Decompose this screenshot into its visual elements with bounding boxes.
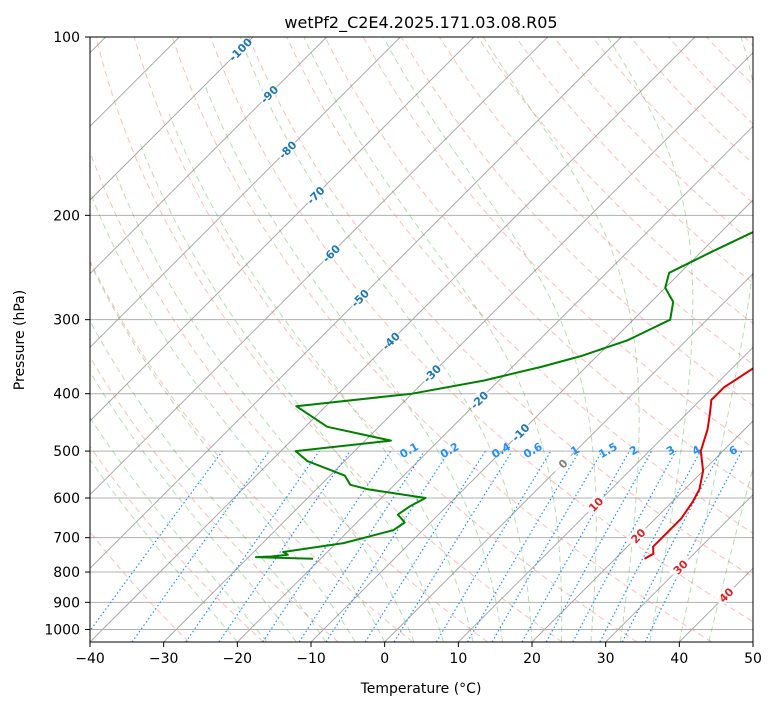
moist-adiabat-line: [90, 416, 268, 642]
isotherm-label-bg: [507, 419, 532, 444]
y-tick-label: 200: [53, 208, 80, 224]
isotherm-line: [90, 37, 475, 422]
isotherm-label-bg: [378, 328, 403, 353]
moist-adiabat-line: [90, 261, 356, 642]
y-tick-label: 400: [53, 387, 80, 403]
dry-adiabat-line: [515, 37, 753, 284]
chart-title: wetPf2_C2E4.2025.171.03.08.R05: [284, 13, 557, 33]
x-tick-label: −10: [296, 651, 326, 667]
y-axis: 100 200 300 400 500 600 700 800 900 1000: [44, 30, 90, 638]
moist-adiabat-line: [114, 173, 415, 642]
mixing-ratio-line: [545, 450, 653, 642]
isotherm-label-bg: [419, 360, 444, 385]
y-tick-label: 800: [53, 565, 80, 581]
y-tick-label: 100: [53, 30, 80, 46]
y-tick-label: 900: [53, 595, 80, 611]
dry-adiabat-line: [171, 37, 712, 642]
dry-adiabat-line: [324, 37, 753, 491]
x-tick-label: 40: [670, 651, 688, 667]
isotherm-line: [384, 272, 753, 642]
dry-adiabat-line: [90, 259, 414, 642]
dry-adiabat-line: [286, 37, 753, 534]
moist-adiabat-line: [382, 37, 597, 642]
moist-adiabat-line: [303, 37, 563, 642]
dewpoint-profile-line: [254, 231, 753, 560]
mixing-ratio-line: [90, 450, 223, 632]
x-axis: −40 −30 −20 −10 0 10 20 30 40 50: [75, 642, 762, 667]
y-tick-label: 1000: [44, 622, 80, 638]
x-tick-label: 50: [744, 651, 762, 667]
isotherm-line: [90, 37, 622, 570]
isotherm-line: [90, 37, 401, 349]
mixing-ratio-line: [393, 450, 513, 642]
isotherm-label-bg: [713, 582, 738, 607]
mixing-ratio-line: [218, 450, 351, 642]
y-axis-label: Pressure (hPa): [12, 290, 28, 390]
isotherm-label-bg: [667, 554, 692, 579]
moist-adiabat-line: [90, 370, 297, 642]
x-tick-label: −40: [75, 651, 105, 667]
isotherm-label-bg: [318, 240, 343, 265]
moist-adiabat-line: [138, 141, 445, 642]
mixing-ratio-line: [262, 450, 392, 642]
x-tick-label: 10: [449, 651, 467, 667]
isotherm-label-bg: [274, 137, 299, 162]
isotherm-line: [605, 493, 753, 642]
dry-adiabat-line: [90, 356, 339, 642]
moist-adiabat-line: [90, 195, 386, 642]
y-tick-label: 300: [53, 313, 80, 329]
dry-adiabat-line: [133, 37, 638, 642]
moist-adiabat-line: [482, 37, 640, 642]
isotherm-label-bg: [550, 450, 575, 475]
moist-adiabat-line: [239, 37, 533, 642]
mixing-ratio-layer: [90, 450, 743, 642]
isotherm-label-bg: [466, 387, 491, 412]
x-axis-label: Temperature (°C): [360, 681, 482, 697]
temperature-profile-line: [644, 367, 753, 560]
mixing-ratio-line: [131, 450, 270, 642]
moist-adiabat-line: [90, 458, 238, 642]
isotherm-line: [163, 51, 753, 642]
mixing-ratio-line: [325, 450, 450, 642]
moist-adiabat-line: [203, 83, 503, 642]
isotherm-label-bg: [583, 491, 608, 516]
mixing-ratio-line: [644, 450, 743, 642]
mixing-ratio-line: [185, 450, 320, 642]
plot-frame: [89, 36, 754, 643]
mixing-ratio-line: [572, 450, 677, 642]
isotherm-line: [90, 37, 549, 496]
y-tick-label: 500: [53, 444, 80, 460]
adiabat-layer: [90, 37, 753, 642]
isotherm-line: [90, 37, 328, 275]
dry-adiabat-line: [210, 37, 753, 623]
isotherm-label-bg: [347, 285, 372, 310]
x-tick-label: 30: [597, 651, 615, 667]
moist-adiabat-line: [607, 37, 694, 642]
moist-adiabat-line: [168, 114, 474, 642]
mixing-ratio-line: [521, 450, 631, 642]
isotherm-label-bg: [625, 523, 650, 548]
isotherm-label-bg: [227, 37, 252, 61]
y-tick-label: 600: [53, 491, 80, 507]
isotherm-line: [236, 125, 753, 642]
x-tick-label: −20: [223, 651, 253, 667]
moist-adiabat-line: [678, 37, 753, 642]
isotherm-line: [90, 37, 254, 201]
x-tick-label: 20: [523, 651, 541, 667]
dry-adiabat-line: [248, 37, 753, 578]
dry-adiabat-line: [90, 445, 264, 642]
x-tick-label: −30: [149, 651, 179, 667]
dry-adiabat-line: [95, 37, 563, 642]
isotherm-label-bg: [302, 182, 328, 207]
isotherm-label-bg: [256, 81, 281, 106]
x-tick-label: 0: [380, 651, 389, 667]
moist-adiabat-line: [90, 320, 327, 642]
profile-layer: [254, 231, 753, 560]
y-tick-label: 700: [53, 531, 80, 547]
isotherm-line: [457, 346, 753, 642]
